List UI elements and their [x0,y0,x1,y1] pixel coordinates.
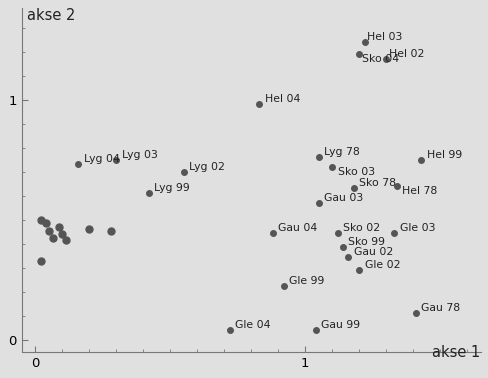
Text: Sko 04: Sko 04 [361,54,398,64]
Text: Sko 99: Sko 99 [347,237,385,247]
Text: Gau 02: Gau 02 [353,247,392,257]
Text: Lyg 03: Lyg 03 [122,150,157,160]
Text: Gau 04: Gau 04 [278,223,317,233]
Text: Gle 99: Gle 99 [288,276,324,286]
Text: Gle 03: Gle 03 [399,223,434,233]
Text: Lyg 99: Lyg 99 [154,183,189,193]
Text: Sko 78: Sko 78 [359,178,395,189]
Text: Gle 04: Gle 04 [235,320,270,330]
Text: Gle 02: Gle 02 [364,260,399,270]
Text: Hel 99: Hel 99 [426,150,461,160]
Text: Hel 78: Hel 78 [402,186,437,196]
Text: Sko 03: Sko 03 [337,167,374,177]
Text: Hel 04: Hel 04 [264,94,300,104]
Text: Hel 02: Hel 02 [388,49,424,59]
Text: Gau 78: Gau 78 [420,304,460,313]
Text: Hel 03: Hel 03 [366,32,402,42]
Text: Gau 03: Gau 03 [324,193,363,203]
Text: Gau 99: Gau 99 [321,320,360,330]
Text: Lyg 02: Lyg 02 [189,162,224,172]
Text: akse 1: akse 1 [431,345,480,359]
Text: Lyg 78: Lyg 78 [324,147,359,157]
Text: Lyg 04: Lyg 04 [83,155,120,164]
Text: akse 2: akse 2 [27,8,75,23]
Text: Sko 02: Sko 02 [342,223,379,233]
